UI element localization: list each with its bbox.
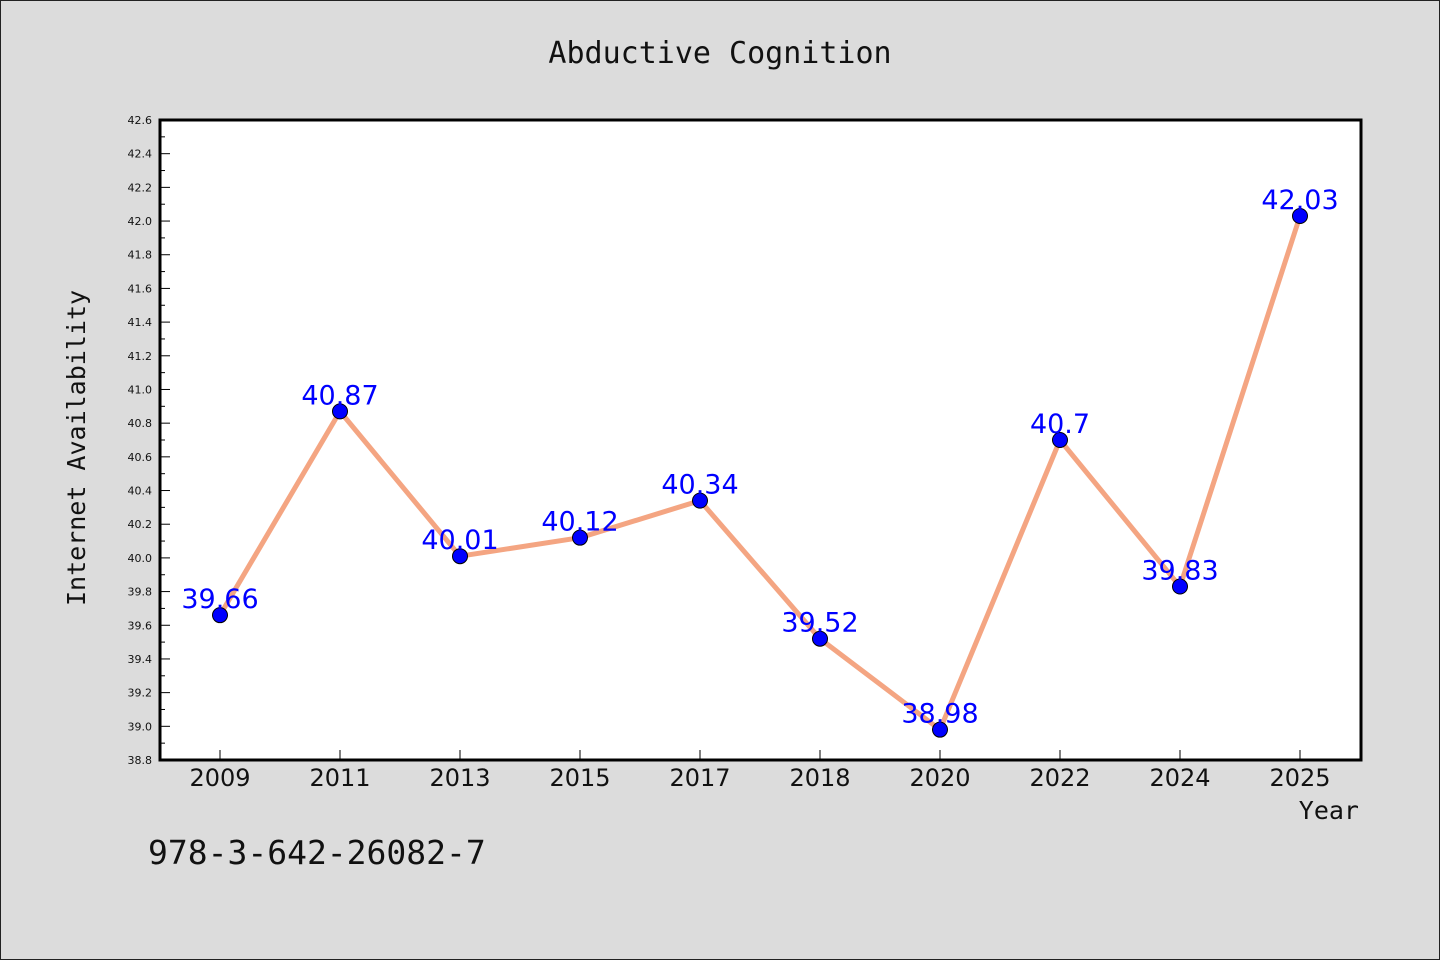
y-tick-label: 40.6 — [128, 451, 153, 464]
y-tick-label: 38.8 — [128, 754, 153, 767]
x-tick-label: 2018 — [789, 764, 850, 792]
data-label: 39.83 — [1141, 556, 1218, 587]
data-point — [1292, 208, 1308, 224]
y-tick-label: 41.6 — [128, 282, 153, 295]
y-tick-label: 42.6 — [128, 114, 153, 127]
y-tick-label: 42.0 — [128, 215, 153, 228]
data-labels: 39.66 40.87 40.01 40.12 40.34 39.52 38.98 40.7 3… — [181, 185, 1338, 730]
x-axis-label: Year — [1299, 796, 1359, 825]
data-point — [1172, 578, 1188, 595]
y-tick-label: 39.2 — [128, 687, 153, 700]
chart-title: Abductive Cognition — [548, 36, 891, 71]
y-tick-label: 41.0 — [128, 383, 153, 396]
data-label: 40.01 — [421, 525, 498, 556]
x-tick-label: 2017 — [669, 764, 730, 792]
data-label: 40.34 — [661, 470, 738, 501]
x-tick-label: 2011 — [309, 764, 370, 792]
data-label: 39.66 — [181, 584, 258, 615]
y-tick-label: 39.6 — [128, 619, 153, 632]
y-tick-label: 42.2 — [128, 181, 153, 194]
data-label: 40.87 — [301, 380, 378, 411]
x-tick-label: 2024 — [1149, 764, 1210, 792]
data-point — [692, 492, 708, 509]
y-tick-label: 42.4 — [128, 148, 153, 161]
data-label: 42.03 — [1261, 185, 1338, 216]
y-tick-label: 40.4 — [128, 485, 153, 498]
x-axis-ticks: 2009 2011 2013 2015 2017 2018 2020 2022 2024 2025 — [189, 750, 1331, 792]
data-point — [1052, 432, 1068, 448]
data-label: 38.98 — [901, 699, 978, 730]
data-point — [212, 607, 228, 624]
data-label: 40.12 — [541, 507, 618, 538]
x-tick-label: 2025 — [1269, 764, 1330, 792]
plot-border — [158, 118, 1363, 762]
y-tick-label: 39.0 — [128, 720, 153, 733]
x-tick-label: 2009 — [189, 764, 250, 792]
y-tick-label: 39.8 — [128, 586, 153, 599]
data-point — [932, 721, 948, 738]
plot-area — [160, 120, 1361, 760]
y-tick-label: 40.2 — [128, 518, 153, 531]
data-label: 40.7 — [1030, 409, 1090, 440]
x-tick-label: 2022 — [1029, 764, 1090, 792]
data-point — [572, 529, 588, 546]
x-tick-label: 2013 — [429, 764, 490, 792]
y-tick-label: 41.2 — [128, 350, 153, 363]
y-tick-label: 40.0 — [128, 552, 153, 565]
y-tick-label: 41.4 — [128, 316, 153, 329]
y-axis-label: Internet Availability — [62, 290, 91, 606]
y-tick-label: 39.4 — [128, 653, 153, 666]
y-tick-label: 41.8 — [128, 249, 153, 262]
x-tick-label: 2020 — [909, 764, 970, 792]
data-markers — [212, 208, 1308, 738]
y-axis-ticks: 38.8 39.0 39.2 39.4 39.6 39.8 40.0 40.2 40.4 40.6… — [128, 114, 170, 767]
data-point — [332, 403, 348, 420]
data-label: 39.52 — [781, 608, 858, 639]
data-point — [452, 548, 468, 565]
isbn-text: 978-3-642-26082-7 — [148, 833, 486, 872]
y-tick-label: 40.8 — [128, 417, 153, 430]
x-tick-label: 2015 — [549, 764, 610, 792]
data-point — [812, 630, 828, 647]
series-line — [217, 213, 1303, 733]
